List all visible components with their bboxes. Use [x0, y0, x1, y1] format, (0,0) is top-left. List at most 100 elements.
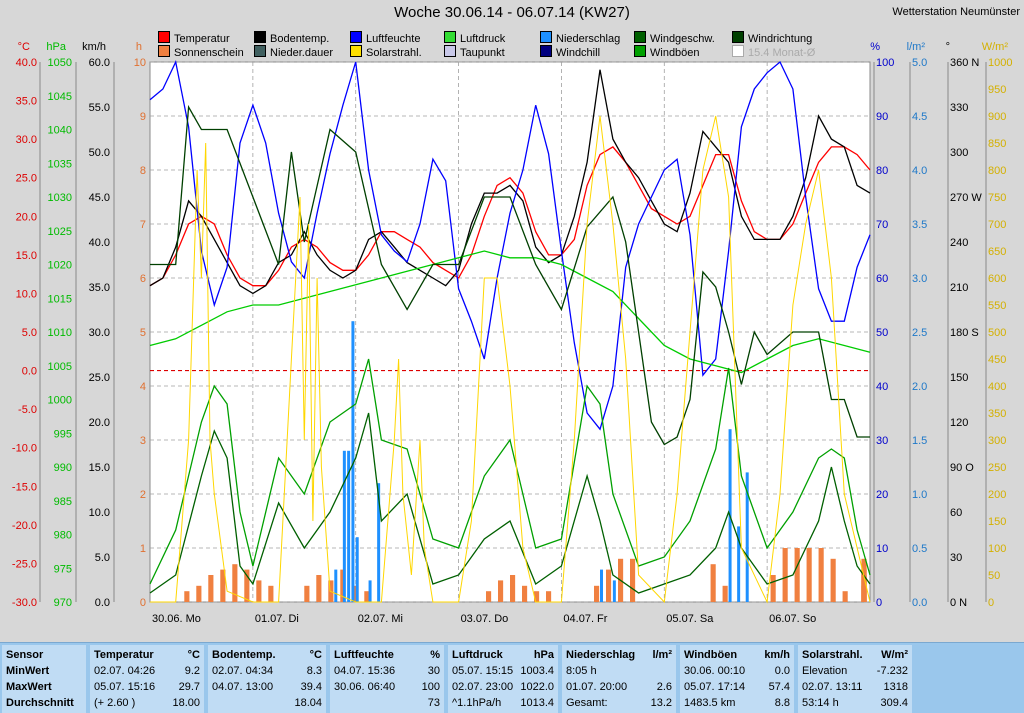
stats-header-unit: km/h	[764, 649, 790, 661]
legend-item: Solarstrahl.	[350, 45, 422, 59]
solar-axis-label: 0	[988, 597, 994, 609]
legend-swatch	[540, 31, 552, 43]
stats-header-name: Windböen	[684, 649, 738, 661]
stats-header-unit: l/m²	[652, 649, 672, 661]
legend-item: Luftfeuchte	[350, 31, 420, 45]
stats-min: 04.07. 15:36 30	[334, 665, 440, 679]
winddir-axis-label: 30	[950, 552, 962, 564]
legend-label: 15.4 Monat-Ø	[748, 47, 816, 59]
sun-axis-label: 0	[140, 597, 146, 609]
sun-axis-label: 9	[140, 111, 146, 123]
rain-bar	[334, 569, 338, 602]
legend-label: Sonnenschein	[174, 47, 244, 59]
stats-column: Bodentemp. °C 02.07. 04:34 8.3 04.07. 13:00 3…	[208, 645, 326, 713]
winddir-axis-label: 360 N	[950, 57, 979, 69]
solar-axis-label: 500	[988, 327, 1006, 339]
winddir-axis-label: 150	[950, 372, 968, 384]
stats-column: Windböen km/h 30.06. 00:10 0.0 05.07. 17:14 5…	[680, 645, 794, 713]
sunshine-bar	[606, 569, 612, 602]
pressure-axis-label: 1035	[48, 158, 72, 170]
stats-header-unit: hPa	[533, 649, 554, 661]
stats-avg-value: 73	[427, 697, 440, 709]
solar-axis-label: 400	[988, 381, 1006, 393]
rain-bar	[600, 569, 603, 602]
winddir-axis-label: 120	[950, 417, 968, 429]
sunshine-bar	[830, 558, 836, 602]
stats-avg-value: 13.2	[650, 697, 672, 709]
stats-max-value: 100	[421, 681, 440, 693]
solar-axis-label: 700	[988, 219, 1006, 231]
stats-max-value: 1318	[883, 681, 908, 693]
sunshine-bar	[546, 591, 552, 602]
stats-max: 01.07. 20:00 2.6	[566, 681, 672, 695]
stats-max-when: 04.07. 13:00	[212, 681, 274, 693]
legend-label: Bodentemp.	[270, 33, 330, 45]
temp-axis-label: 25.0	[16, 173, 37, 185]
wind-axis-label: 30.0	[89, 327, 110, 339]
stats-avg-note: ^1.1hPa/h	[452, 697, 502, 709]
temp-axis-label: -10.0	[12, 443, 37, 455]
legend-item: Bodentemp.	[254, 31, 329, 45]
rain-axis-label: 1.5	[912, 435, 927, 447]
stats-max: 02.07. 23:00 1022.0	[452, 681, 554, 695]
stats-header-name: Bodentemp.	[212, 649, 276, 661]
legend-swatch	[634, 45, 646, 57]
solar-axis-label: 600	[988, 273, 1006, 285]
sun-axis-label: 7	[140, 219, 146, 231]
pressure-axis-label: 1010	[48, 327, 72, 339]
winddir-axis-label: 0 N	[950, 597, 967, 609]
pressure-axis-label: 1045	[48, 91, 72, 103]
solar-axis-label: 100	[988, 543, 1006, 555]
x-tick-label: 03.07. Do	[461, 613, 509, 625]
pressure-axis-label: 995	[54, 428, 72, 440]
legend-swatch	[350, 31, 362, 43]
humidity-axis-label: 30	[876, 435, 888, 447]
temp-axis-label: 40.0	[16, 57, 37, 69]
legend-label: Luftfeuchte	[366, 33, 421, 45]
rain-axis-label: 3.0	[912, 273, 927, 285]
stats-avg: 73	[334, 697, 440, 711]
stats-header: Niederschlag l/m²	[566, 649, 672, 663]
temp-axis-label: -25.0	[12, 558, 37, 570]
pressure-axis-label: 1015	[48, 293, 72, 305]
legend-item: Sonnenschein	[158, 45, 244, 59]
unit-solar: W/m²	[982, 41, 1009, 53]
solar-axis-label: 250	[988, 462, 1006, 474]
solar-axis-label: 50	[988, 570, 1000, 582]
rain-axis-label: 3.5	[912, 219, 927, 231]
sunshine-bar	[782, 548, 788, 602]
sunshine-bar	[510, 575, 516, 602]
sunshine-bar	[710, 564, 716, 602]
winddir-axis-label: 330	[950, 102, 968, 114]
stats-avg: 53:14 h 309.4	[802, 697, 908, 711]
temp-axis-label: 20.0	[16, 211, 37, 223]
sunshine-bar	[220, 569, 226, 602]
temp-axis-label: -15.0	[12, 481, 37, 493]
stats-avg-note: 1483.5 km	[684, 697, 736, 709]
solar-axis-label: 900	[988, 111, 1006, 123]
stats-header-name: Luftfeuchte	[334, 649, 394, 661]
series-line-bodentemp	[149, 69, 871, 295]
stats-row-label: Durchschnitt	[6, 697, 82, 711]
legend-swatch	[540, 45, 552, 57]
stats-max: 05.07. 17:14 57.4	[684, 681, 790, 695]
stats-column: Temperatur °C 02.07. 04:26 9.2 05.07. 15:16 2…	[90, 645, 204, 713]
stats-header-name: Temperatur	[94, 649, 154, 661]
stats-row-label: MinWert	[6, 665, 82, 679]
stats-min-value: 30	[427, 665, 440, 677]
sun-axis-label: 10	[134, 57, 146, 69]
stats-min: 02.07. 04:26 9.2	[94, 665, 200, 679]
legend-swatch	[254, 45, 266, 57]
solar-axis-label: 850	[988, 138, 1006, 150]
row-label-text: MinWert	[6, 665, 50, 677]
solar-axis-label: 350	[988, 408, 1006, 420]
temp-axis-label: 5.0	[22, 327, 37, 339]
rain-bar	[342, 450, 346, 602]
winddir-axis-label: 60	[950, 507, 962, 519]
humidity-axis-label: 40	[876, 381, 888, 393]
stats-max-when: 30.06. 06:40	[334, 681, 396, 693]
legend-label: Nieder.dauer	[270, 47, 333, 59]
stats-column: Niederschlag l/m² 8:05 h 01.07. 20:00 2.6 Ges…	[562, 645, 676, 713]
stats-min-when: 04.07. 15:36	[334, 665, 396, 677]
stats-max-when: 02.07. 23:00	[452, 681, 514, 693]
